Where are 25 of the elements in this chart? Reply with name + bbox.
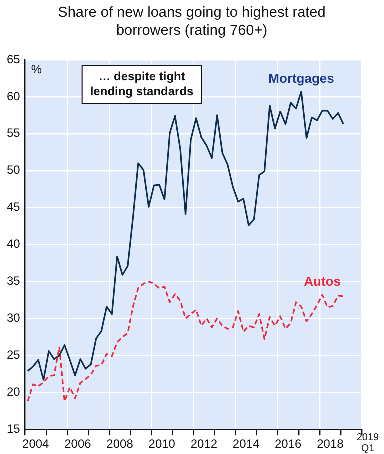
y-tick-label: 45 <box>6 200 21 214</box>
y-tick-label: 15 <box>6 422 21 436</box>
y-tick-label: 25 <box>6 348 21 362</box>
y-tick-label: 20 <box>6 384 21 399</box>
annotation: … despite tight lending standards <box>90 69 194 98</box>
x-tick-label: 2004 <box>22 437 50 452</box>
series-label: Autos <box>304 274 341 290</box>
y-tick-label: 55 <box>6 126 21 140</box>
x-tick-label: 2012 <box>190 437 218 452</box>
chart-title: Share of new loans going to highest rated borrowers (rating 760+) <box>57 4 327 41</box>
y-tick-label: 65 <box>6 52 21 66</box>
x-tick-label: 2014 <box>232 437 260 452</box>
x-tick-label: 2010 <box>148 437 176 452</box>
x-tick-label: 2016 <box>275 437 302 452</box>
series-label: Mortgages <box>268 70 334 86</box>
y-tick-label: 40 <box>6 237 21 252</box>
text: 2019 Q1 <box>356 432 380 454</box>
x-tick-label: 2008 <box>106 437 134 452</box>
y-tick-label: 35 <box>6 274 21 288</box>
y-tick-label: 50 <box>6 163 21 178</box>
y-axis-title: % <box>31 62 42 76</box>
x-tick-label: 2018 <box>317 437 344 452</box>
y-tick-label: 30 <box>6 311 21 326</box>
x-tick-label: 2006 <box>64 437 92 452</box>
y-tick-label: 60 <box>6 89 21 104</box>
